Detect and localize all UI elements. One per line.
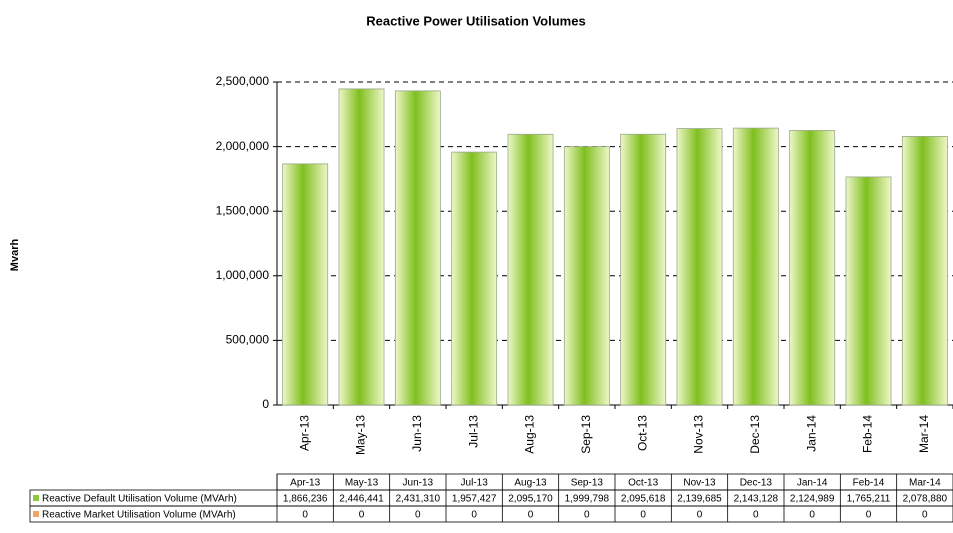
- table-value: 0: [528, 510, 534, 521]
- bar: [282, 163, 329, 406]
- y-tick-label: 2,500,000: [216, 74, 270, 88]
- x-tick-label: Feb-14: [861, 415, 875, 453]
- table-value: 0: [922, 510, 928, 521]
- table-value: 0: [471, 510, 477, 521]
- bar: [732, 127, 779, 406]
- table-header: Mar-14: [909, 478, 941, 489]
- table-value: 2,124,989: [790, 494, 835, 505]
- table-value: 0: [809, 510, 815, 521]
- x-tick-label: Oct-13: [635, 415, 649, 451]
- x-tick-label: Jun-13: [410, 415, 424, 452]
- table-header: Nov-13: [683, 478, 716, 489]
- bar: [901, 136, 948, 406]
- x-tick-label: Jan-14: [804, 415, 818, 452]
- x-tick-label: Nov-13: [692, 415, 706, 454]
- legend-key: [33, 495, 39, 501]
- legend-entry: Reactive Default Utilisation Volume (MVA…: [42, 494, 237, 505]
- bar: [338, 88, 385, 406]
- bar: [563, 146, 610, 406]
- x-tick-label: Dec-13: [748, 415, 762, 454]
- bar: [394, 90, 441, 406]
- x-tick-label: Apr-13: [297, 415, 311, 451]
- table-value: 0: [302, 510, 308, 521]
- table-header: Oct-13: [628, 478, 658, 489]
- table-border: [29, 505, 953, 523]
- bar: [451, 151, 498, 406]
- bar: [620, 133, 667, 406]
- table-value: 1,765,211: [847, 494, 891, 505]
- table-header: Apr-13: [290, 478, 320, 489]
- table-value: 0: [753, 510, 759, 521]
- table-value: 0: [640, 510, 646, 521]
- table-value: 1,957,427: [452, 494, 497, 505]
- table-value: 0: [697, 510, 703, 521]
- table-value: 2,139,685: [677, 494, 722, 505]
- chart-title: Reactive Power Utilisation Volumes: [366, 13, 585, 28]
- table-header: Jul-13: [461, 478, 489, 489]
- y-axis-label: Mvarh: [9, 239, 21, 272]
- y-tick-label: 1,000,000: [216, 268, 270, 282]
- table-value: 2,431,310: [396, 494, 441, 505]
- table-value: 2,095,170: [508, 494, 553, 505]
- x-tick-label: May-13: [354, 415, 368, 455]
- table-value: 0: [866, 510, 872, 521]
- y-tick-label: 0: [262, 397, 269, 411]
- table-header: May-13: [345, 478, 379, 489]
- y-tick-label: 2,000,000: [216, 139, 270, 153]
- table-value: 2,078,880: [903, 494, 948, 505]
- x-tick-label: Sep-13: [579, 415, 593, 454]
- table-header: Aug-13: [514, 478, 547, 489]
- table-header: Jun-13: [403, 478, 434, 489]
- table-header: Sep-13: [571, 478, 604, 489]
- table-value: 0: [584, 510, 590, 521]
- x-tick-label: Aug-13: [523, 415, 537, 454]
- legend-key: [33, 511, 39, 517]
- bar: [507, 133, 554, 406]
- table-value: 1,999,798: [565, 494, 610, 505]
- legend-entry: Reactive Market Utilisation Volume (MVAr…: [42, 510, 236, 521]
- table-header: Dec-13: [740, 478, 773, 489]
- table-header: Feb-14: [853, 478, 885, 489]
- table-value: 1,866,236: [283, 494, 328, 505]
- bar: [845, 176, 892, 406]
- y-tick-label: 500,000: [226, 333, 270, 347]
- table-value: 2,446,441: [339, 494, 384, 505]
- table-header: Jan-14: [797, 478, 828, 489]
- bar: [676, 128, 723, 406]
- x-tick-label: Jul-13: [466, 415, 480, 448]
- table-value: 0: [415, 510, 421, 521]
- bar: [789, 130, 836, 406]
- x-tick-label: Mar-14: [917, 415, 931, 453]
- y-tick-label: 1,500,000: [216, 203, 270, 217]
- table-value: 0: [359, 510, 365, 521]
- table-value: 2,143,128: [734, 494, 779, 505]
- table-value: 2,095,618: [621, 494, 666, 505]
